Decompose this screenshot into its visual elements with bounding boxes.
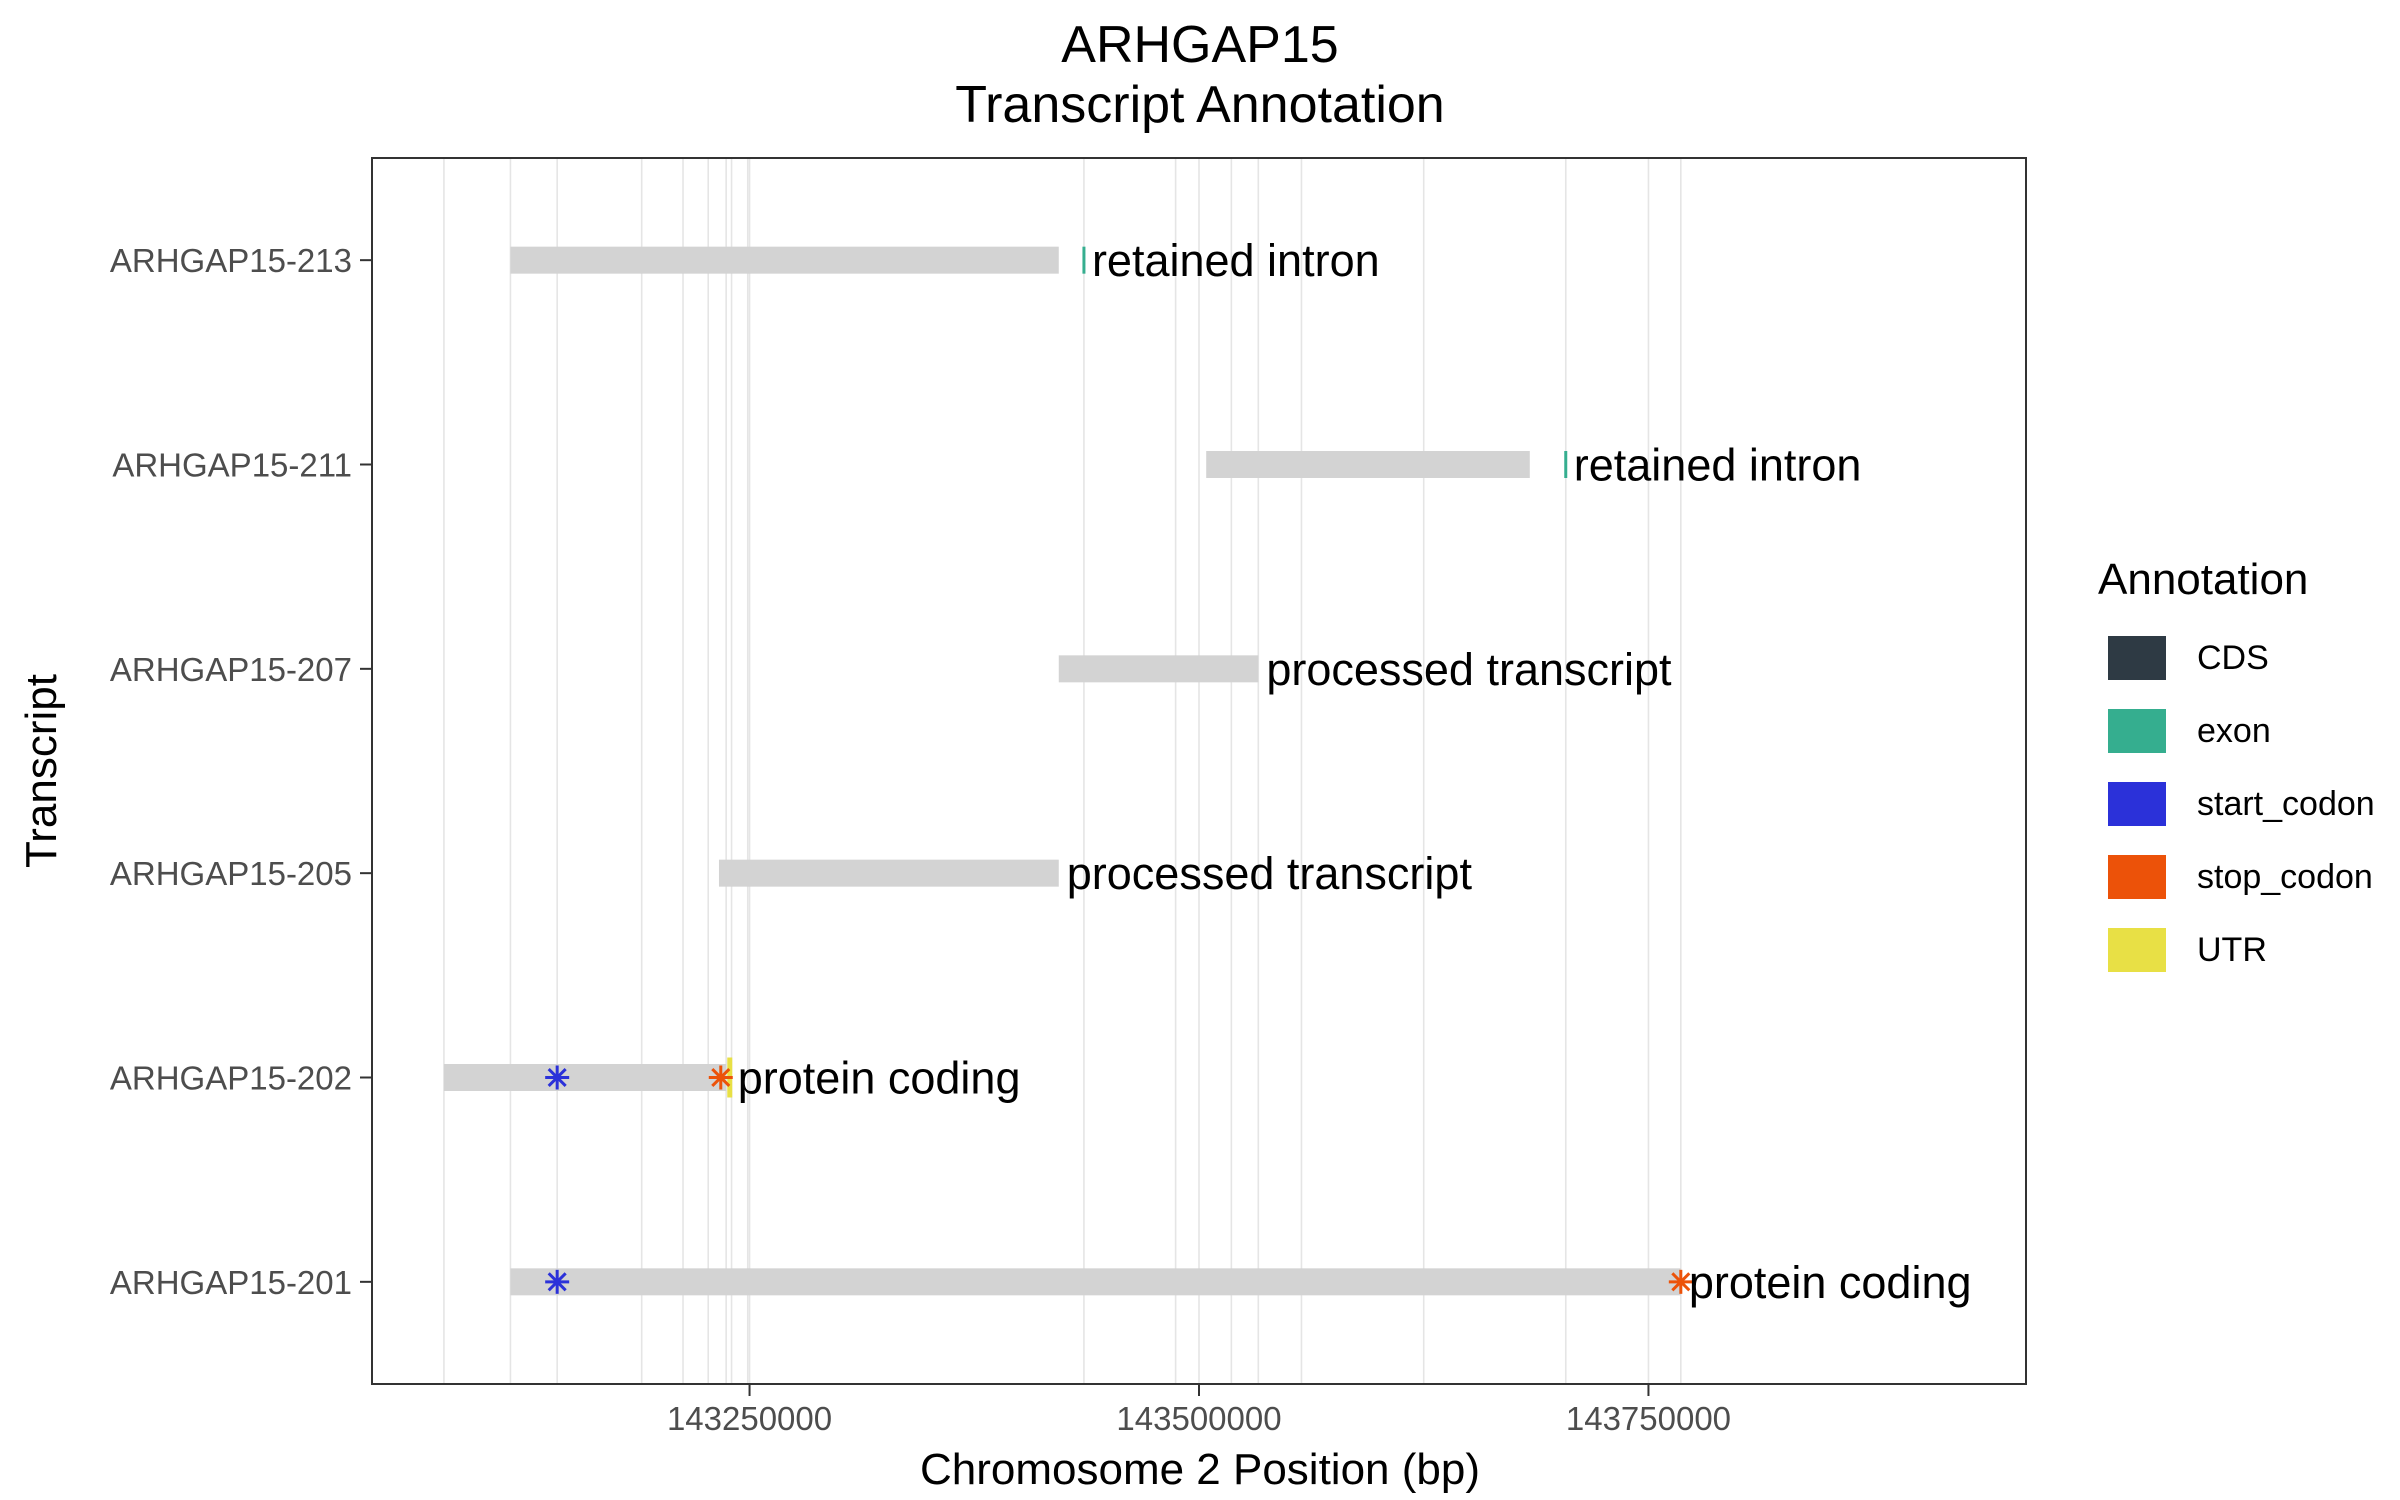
stop-codon-mark-stroke xyxy=(711,1067,731,1088)
legend-key-stop-codon xyxy=(2108,855,2166,899)
transcript-bars xyxy=(443,246,1681,1296)
exon-mark xyxy=(1564,451,1568,478)
transcript-bar xyxy=(1058,655,1259,683)
stop-codon-mark xyxy=(1668,1269,1693,1294)
start-codon-mark xyxy=(545,1269,570,1294)
transcript-bar xyxy=(510,246,1059,274)
transcript-bar xyxy=(718,859,1059,887)
legend-key-exon xyxy=(2108,709,2166,753)
biotype-label: retained intron xyxy=(1092,235,1380,286)
legend-label-UTR: UTR xyxy=(2197,931,2267,969)
legend-label-CDS: CDS xyxy=(2197,639,2269,677)
legend-key-UTR xyxy=(2108,928,2166,972)
x-tick-label: 143750000 xyxy=(1566,1400,1731,1437)
biotype-label: processed transcript xyxy=(1067,848,1473,899)
legend-label-stop-codon: stop_codon xyxy=(2197,858,2373,896)
y-tick-label: ARHGAP15-211 xyxy=(112,447,352,484)
y-tick-label: ARHGAP15-205 xyxy=(110,855,352,892)
legend-key-start-codon xyxy=(2108,782,2166,826)
biotype-label: retained intron xyxy=(1574,440,1862,491)
x-tick-label: 143250000 xyxy=(667,1400,832,1437)
legend-label-start-codon: start_codon xyxy=(2197,785,2375,823)
y-axis: ARHGAP15-213 ARHGAP15-211 ARHGAP15-207 ARHG… xyxy=(110,242,372,1301)
grid-layer xyxy=(443,158,1682,1384)
transcript-bar xyxy=(510,1268,1681,1296)
y-axis-title: Transcript xyxy=(17,674,66,868)
biotype-label: protein coding xyxy=(1689,1257,1972,1308)
biotype-label: protein coding xyxy=(738,1053,1021,1104)
start-codon-mark-stroke xyxy=(547,1067,567,1088)
x-tick-label: 143500000 xyxy=(1116,1400,1281,1437)
biotype-label: processed transcript xyxy=(1266,644,1672,695)
y-tick-label: ARHGAP15-207 xyxy=(110,651,352,688)
start-codon-mark xyxy=(545,1065,570,1090)
y-tick-label: ARHGAP15-213 xyxy=(110,242,352,279)
legend-title: Annotation xyxy=(2098,555,2308,604)
x-axis-title: Chromosome 2 Position (bp) xyxy=(920,1445,1480,1494)
exon-mark xyxy=(1082,246,1086,274)
legend-label-exon: exon xyxy=(2197,712,2271,750)
y-tick-label: ARHGAP15-202 xyxy=(110,1060,352,1097)
transcript-bar xyxy=(443,1064,727,1091)
stop-codon-mark xyxy=(708,1065,733,1090)
x-axis: 143250000 143500000 143750000 xyxy=(667,1384,1731,1437)
chart-title-line-2: Transcript Annotation xyxy=(955,76,1444,134)
chart-title-line-1: ARHGAP15 xyxy=(1061,16,1338,74)
biotype-labels: retained intron retained intron processed … xyxy=(738,235,1972,1308)
stop-codon-mark-stroke xyxy=(1671,1272,1691,1292)
legend-key-CDS xyxy=(2108,636,2166,680)
feature-marks xyxy=(545,246,1693,1294)
y-tick-label: ARHGAP15-201 xyxy=(110,1264,352,1301)
start-codon-mark-stroke xyxy=(547,1272,567,1292)
transcript-bar xyxy=(1206,451,1530,478)
legend: Annotation CDS exon start_codon stop_codon U… xyxy=(2098,555,2375,972)
